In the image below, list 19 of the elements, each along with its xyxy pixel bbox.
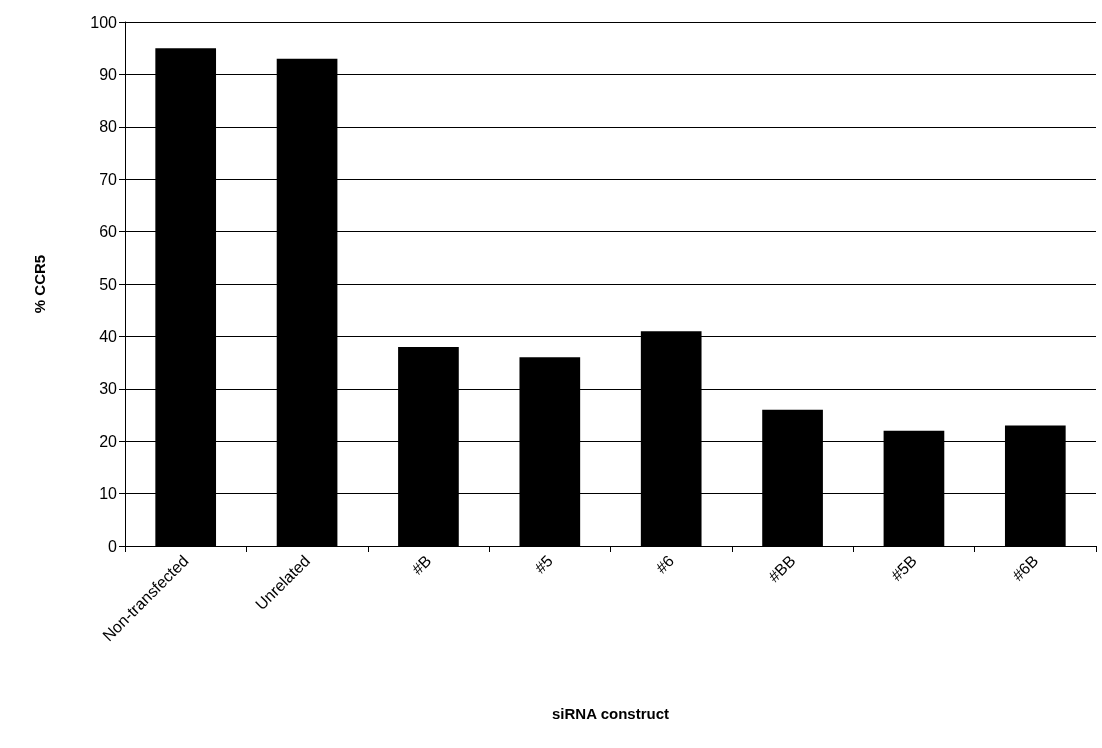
y-tick-label: 100 xyxy=(90,13,118,31)
y-tick-label: 50 xyxy=(99,275,118,293)
y-tick-label: 70 xyxy=(99,170,118,188)
y-tick-label: 10 xyxy=(99,485,118,503)
x-tick-label: #6 xyxy=(652,551,678,577)
y-tick-label: 80 xyxy=(99,118,118,136)
y-tick-label: 40 xyxy=(99,327,118,345)
x-axis-title: siRNA construct xyxy=(552,705,669,722)
y-axis-title: % CCR5 xyxy=(31,254,48,314)
y-tick-label: 20 xyxy=(99,432,118,450)
x-tick-label: #5B xyxy=(887,551,920,585)
y-tick-label: 90 xyxy=(99,65,118,83)
x-tick-label: #BB xyxy=(765,551,799,586)
y-tick-label: 0 xyxy=(108,537,118,555)
x-tick-label: #5 xyxy=(531,551,556,577)
x-tick-label: #6B xyxy=(1009,551,1042,585)
x-tick-label: #B xyxy=(408,551,435,578)
y-tick-label: 30 xyxy=(99,380,118,398)
y-tick-label: 60 xyxy=(99,223,118,241)
